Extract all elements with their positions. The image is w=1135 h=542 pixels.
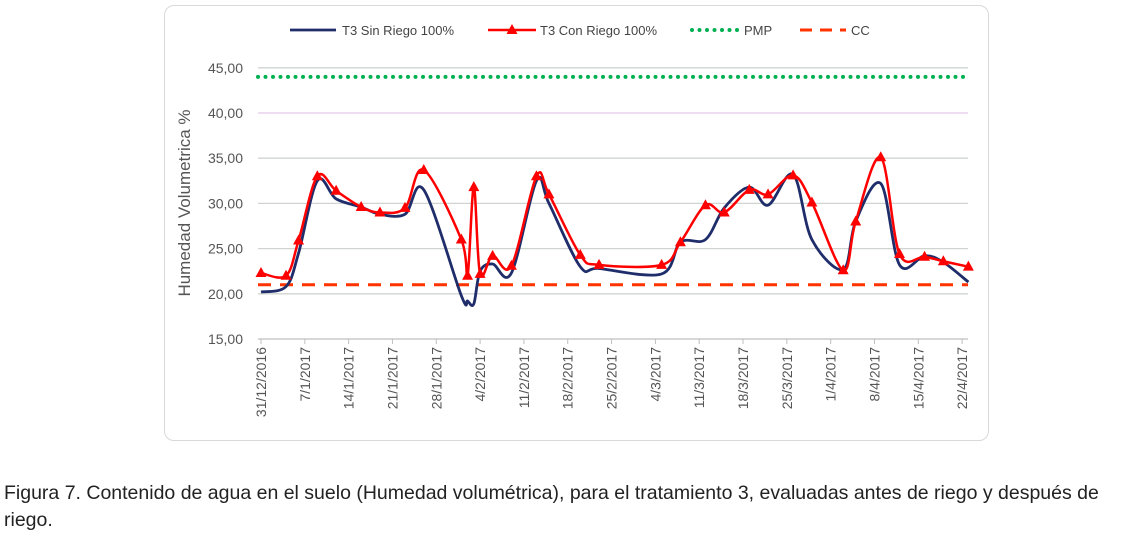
data-point-marker bbox=[962, 260, 974, 271]
data-point-marker bbox=[355, 201, 367, 212]
x-tick-label: 18/2/2017 bbox=[560, 347, 576, 409]
y-axis-label: Humedad Volumetrica % bbox=[175, 109, 194, 296]
series-con-riego-line bbox=[260, 156, 969, 279]
data-point-marker bbox=[487, 249, 499, 260]
x-tick-label: 25/3/2017 bbox=[779, 347, 795, 409]
data-point-marker bbox=[762, 188, 774, 199]
data-point-marker bbox=[656, 258, 668, 269]
x-tick-label: 18/3/2017 bbox=[735, 347, 751, 409]
data-point-marker bbox=[462, 269, 474, 280]
x-tick-label: 21/1/2017 bbox=[384, 347, 400, 409]
data-point-marker bbox=[255, 267, 267, 278]
data-point-marker bbox=[850, 215, 862, 226]
x-tick-label: 31/12/2016 bbox=[253, 347, 269, 417]
data-point-marker bbox=[787, 169, 799, 180]
legend-label: T3 Con Riego 100% bbox=[540, 23, 658, 38]
data-point-marker bbox=[455, 233, 467, 244]
data-point-marker bbox=[674, 236, 686, 247]
x-tick-label: 11/3/2017 bbox=[691, 347, 707, 408]
data-point-marker bbox=[474, 267, 486, 278]
data-point-marker bbox=[399, 201, 411, 212]
data-point-marker bbox=[311, 170, 323, 181]
legend-label: PMP bbox=[744, 23, 772, 38]
data-point-marker bbox=[937, 255, 949, 266]
data-point-marker bbox=[919, 250, 931, 261]
chart-frame bbox=[164, 5, 989, 441]
data-point-marker bbox=[418, 163, 430, 174]
y-tick-label: 25,00 bbox=[208, 241, 243, 257]
data-point-marker bbox=[468, 181, 480, 192]
y-tick-label: 35,00 bbox=[208, 150, 243, 166]
x-tick-label: 4/3/2017 bbox=[647, 347, 663, 402]
line-chart: 15,00 20,00 25,00 30,00 35,00 40,00 45,00 31/12… bbox=[175, 23, 974, 417]
x-tick-label: 1/4/2017 bbox=[823, 347, 839, 402]
y-tick-label: 20,00 bbox=[208, 286, 243, 302]
x-tick-label: 8/4/2017 bbox=[866, 347, 882, 402]
x-tick-label: 25/2/2017 bbox=[604, 347, 620, 409]
legend-marker bbox=[506, 24, 518, 34]
data-point-marker bbox=[330, 184, 342, 195]
data-point-marker bbox=[293, 234, 305, 245]
x-tick-label: 11/2/2017 bbox=[516, 347, 532, 408]
y-tick-label: 30,00 bbox=[208, 195, 243, 211]
data-point-marker bbox=[574, 248, 586, 259]
data-point-marker bbox=[505, 259, 517, 270]
y-tick-label: 15,00 bbox=[208, 331, 243, 347]
data-point-marker bbox=[699, 199, 711, 210]
data-point-marker bbox=[837, 264, 849, 275]
legend-label: CC bbox=[851, 23, 870, 38]
x-tick-label: 15/4/2017 bbox=[910, 347, 926, 409]
data-point-marker bbox=[894, 248, 906, 259]
x-tick-label: 7/1/2017 bbox=[297, 347, 313, 402]
y-tick-label: 45,00 bbox=[208, 60, 243, 76]
data-point-marker bbox=[280, 269, 292, 280]
data-point-marker bbox=[806, 196, 818, 207]
data-point-marker bbox=[374, 206, 386, 217]
data-point-marker bbox=[743, 183, 755, 194]
data-point-marker bbox=[875, 151, 887, 162]
data-point-marker bbox=[593, 258, 605, 269]
data-point-marker bbox=[718, 206, 730, 217]
data-point-marker bbox=[543, 188, 555, 199]
legend-label: T3 Sin Riego 100% bbox=[342, 23, 454, 38]
y-tick-label: 40,00 bbox=[208, 105, 243, 121]
x-tick-label: 4/2/2017 bbox=[472, 347, 488, 402]
data-point-marker bbox=[530, 170, 542, 181]
x-tick-label: 22/4/2017 bbox=[954, 347, 970, 409]
x-tick-label: 14/1/2017 bbox=[341, 347, 357, 409]
x-tick-label: 28/1/2017 bbox=[428, 347, 444, 409]
figure-caption: Figura 7. Contenido de agua en el suelo … bbox=[4, 482, 1099, 531]
